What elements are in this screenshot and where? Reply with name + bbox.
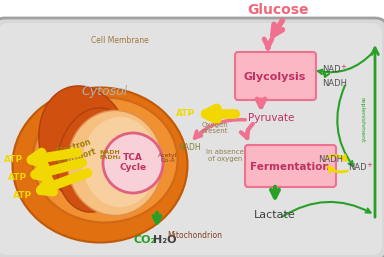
Text: Oxygen
present: Oxygen present [202, 122, 228, 134]
Text: In absence
of oxygen: In absence of oxygen [206, 149, 244, 161]
Text: NADH: NADH [318, 155, 343, 164]
Text: ATP: ATP [5, 155, 23, 164]
Text: NAD: NAD [348, 163, 367, 172]
Text: Lactate: Lactate [254, 210, 296, 220]
Text: replenishment: replenishment [359, 97, 364, 143]
Text: +: + [340, 64, 346, 70]
Text: NADH: NADH [179, 143, 201, 152]
Circle shape [103, 133, 163, 193]
Text: Cytosol: Cytosol [82, 85, 128, 98]
Text: +: + [366, 162, 372, 168]
FancyBboxPatch shape [0, 18, 384, 257]
Ellipse shape [39, 86, 131, 204]
Text: Mitochondrion: Mitochondrion [167, 231, 222, 240]
Text: Glucose: Glucose [247, 3, 309, 17]
Text: CO₂: CO₂ [134, 235, 156, 245]
Text: ATP: ATP [176, 109, 195, 118]
Text: ATP: ATP [8, 172, 28, 181]
FancyBboxPatch shape [0, 23, 382, 255]
Text: Electron
transport: Electron transport [53, 136, 98, 168]
Text: Acetyl
Co-A: Acetyl Co-A [158, 153, 178, 163]
Text: NADH
FADH₂: NADH FADH₂ [99, 150, 121, 160]
Text: NADH: NADH [322, 78, 347, 87]
Text: H₂O: H₂O [153, 235, 177, 245]
Text: Glycolysis: Glycolysis [244, 72, 306, 82]
Ellipse shape [68, 111, 162, 216]
Text: TCA: TCA [123, 153, 143, 162]
Text: Pyruvate: Pyruvate [248, 113, 295, 123]
Ellipse shape [13, 87, 187, 243]
Text: Cell Membrane: Cell Membrane [91, 36, 149, 45]
Ellipse shape [83, 117, 157, 207]
FancyBboxPatch shape [235, 52, 316, 100]
Ellipse shape [33, 97, 177, 223]
FancyBboxPatch shape [245, 145, 336, 187]
Text: Fermentation: Fermentation [250, 162, 330, 172]
Text: NAD: NAD [322, 66, 341, 75]
Text: Cycle: Cycle [119, 163, 147, 172]
Ellipse shape [57, 108, 133, 212]
Text: ATP: ATP [13, 191, 33, 200]
